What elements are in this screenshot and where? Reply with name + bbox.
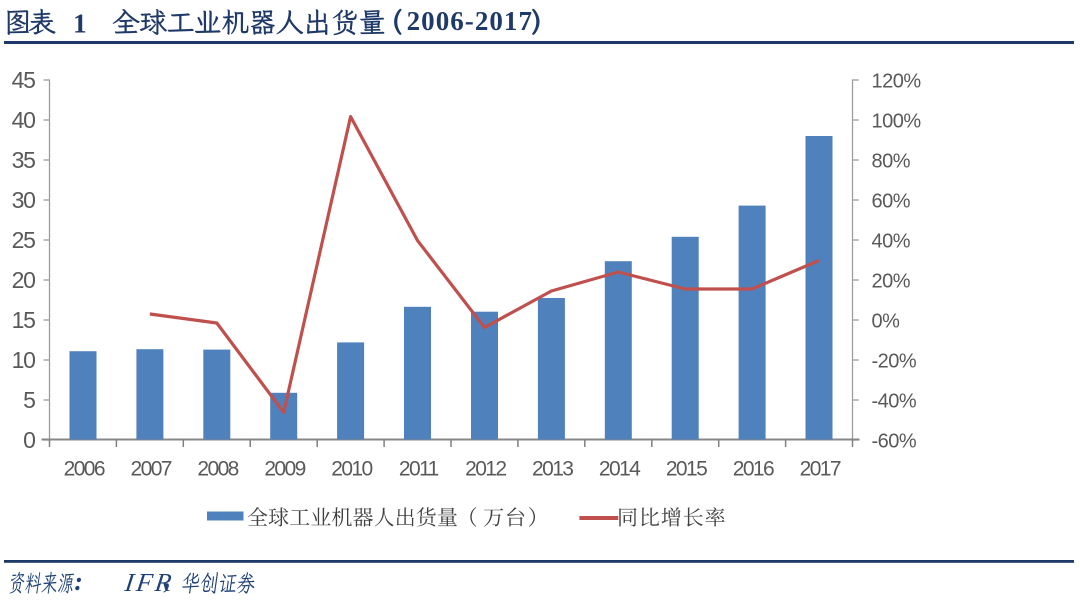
svg-text:2006-2017: 2006-2017 xyxy=(407,6,533,36)
svg-text:2017: 2017 xyxy=(800,458,841,481)
svg-text:120%: 120% xyxy=(872,71,922,93)
svg-text:2008: 2008 xyxy=(197,458,238,481)
svg-text:100%: 100% xyxy=(872,111,922,133)
svg-text:2013: 2013 xyxy=(532,458,573,481)
svg-text:-40%: -40% xyxy=(872,391,917,413)
svg-text:2009: 2009 xyxy=(264,458,305,481)
svg-text:2015: 2015 xyxy=(666,458,707,481)
svg-text:40%: 40% xyxy=(872,231,911,253)
svg-text:80%: 80% xyxy=(872,151,911,173)
svg-text:2007: 2007 xyxy=(131,458,172,481)
svg-text:2012: 2012 xyxy=(465,458,506,481)
svg-text:45: 45 xyxy=(12,67,35,93)
svg-text:60%: 60% xyxy=(872,191,911,213)
svg-text:-60%: -60% xyxy=(872,431,917,453)
svg-text:5: 5 xyxy=(23,387,35,413)
svg-text:20%: 20% xyxy=(872,271,911,293)
svg-text:35: 35 xyxy=(12,147,35,173)
svg-text:IFR: IFR xyxy=(122,568,176,597)
svg-text:40: 40 xyxy=(12,107,35,133)
svg-text:15: 15 xyxy=(12,307,35,333)
svg-text:2014: 2014 xyxy=(599,458,641,481)
svg-text:20: 20 xyxy=(12,267,35,293)
svg-text:-20%: -20% xyxy=(872,351,917,373)
svg-text:30: 30 xyxy=(12,187,35,213)
svg-text:10: 10 xyxy=(12,347,35,373)
svg-text:2006: 2006 xyxy=(64,458,105,481)
svg-text:25: 25 xyxy=(12,227,35,253)
svg-text:0%: 0% xyxy=(872,311,901,333)
svg-text:2016: 2016 xyxy=(733,458,774,481)
svg-text:2011: 2011 xyxy=(399,458,439,481)
svg-text:0: 0 xyxy=(23,427,35,453)
svg-text:1: 1 xyxy=(73,8,87,39)
svg-text:2010: 2010 xyxy=(331,458,372,481)
